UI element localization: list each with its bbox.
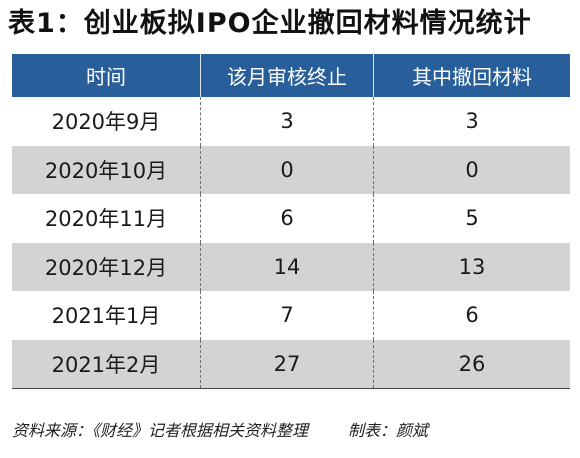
table-row: 2020年12月 14 13	[12, 242, 570, 291]
time-cell: 2021年2月	[51, 352, 161, 377]
table-header-row: 时间 该月审核终止 其中撤回材料	[12, 54, 570, 97]
terminated-cell: 3	[200, 97, 373, 146]
source-text: 资料来源：《财经》记者根据相关资料整理	[12, 421, 309, 440]
table-row: 2021年1月 7 6	[12, 291, 570, 340]
time-cell: 2020年10月	[44, 158, 168, 183]
withdrawn-cell: 13	[373, 242, 570, 291]
terminated-cell: 7	[200, 291, 373, 340]
time-cell: 2020年9月	[51, 110, 161, 135]
withdrawn-cell: 5	[373, 194, 570, 243]
terminated-cell: 6	[200, 194, 373, 243]
withdrawn-cell: 6	[373, 291, 570, 340]
table-row: 2020年9月 3 3	[12, 97, 570, 146]
table-row: 2021年2月 27 26	[12, 339, 570, 388]
time-cell: 2020年12月	[44, 255, 168, 280]
table-row: 2020年11月 6 5	[12, 194, 570, 243]
table-title: 表1：创业板拟IPO企业撤回材料情况统计	[8, 8, 532, 39]
data-table: 时间 该月审核终止 其中撤回材料 2020年9月 3 3 2020年10月 0 …	[12, 54, 570, 389]
withdrawn-cell: 3	[373, 97, 570, 146]
author-credit: 制表：颜斌	[348, 421, 429, 440]
terminated-cell: 0	[200, 145, 373, 194]
column-header-time: 时间	[86, 65, 126, 89]
terminated-cell: 14	[200, 242, 373, 291]
source-note: 资料来源：《财经》记者根据相关资料整理 制表：颜斌	[12, 417, 428, 441]
time-cell: 2020年11月	[44, 207, 168, 232]
column-header-terminated: 该月审核终止	[200, 54, 373, 97]
table-body: 2020年9月 3 3 2020年10月 0 0 2020年11月 6 5 20…	[12, 97, 570, 388]
column-header-withdrawn: 其中撤回材料	[373, 54, 570, 97]
withdrawn-cell: 26	[373, 339, 570, 388]
time-cell: 2021年1月	[51, 304, 161, 329]
withdrawn-cell: 0	[373, 145, 570, 194]
terminated-cell: 27	[200, 339, 373, 388]
table-row: 2020年10月 0 0	[12, 145, 570, 194]
table-bottom-rule	[12, 388, 570, 389]
